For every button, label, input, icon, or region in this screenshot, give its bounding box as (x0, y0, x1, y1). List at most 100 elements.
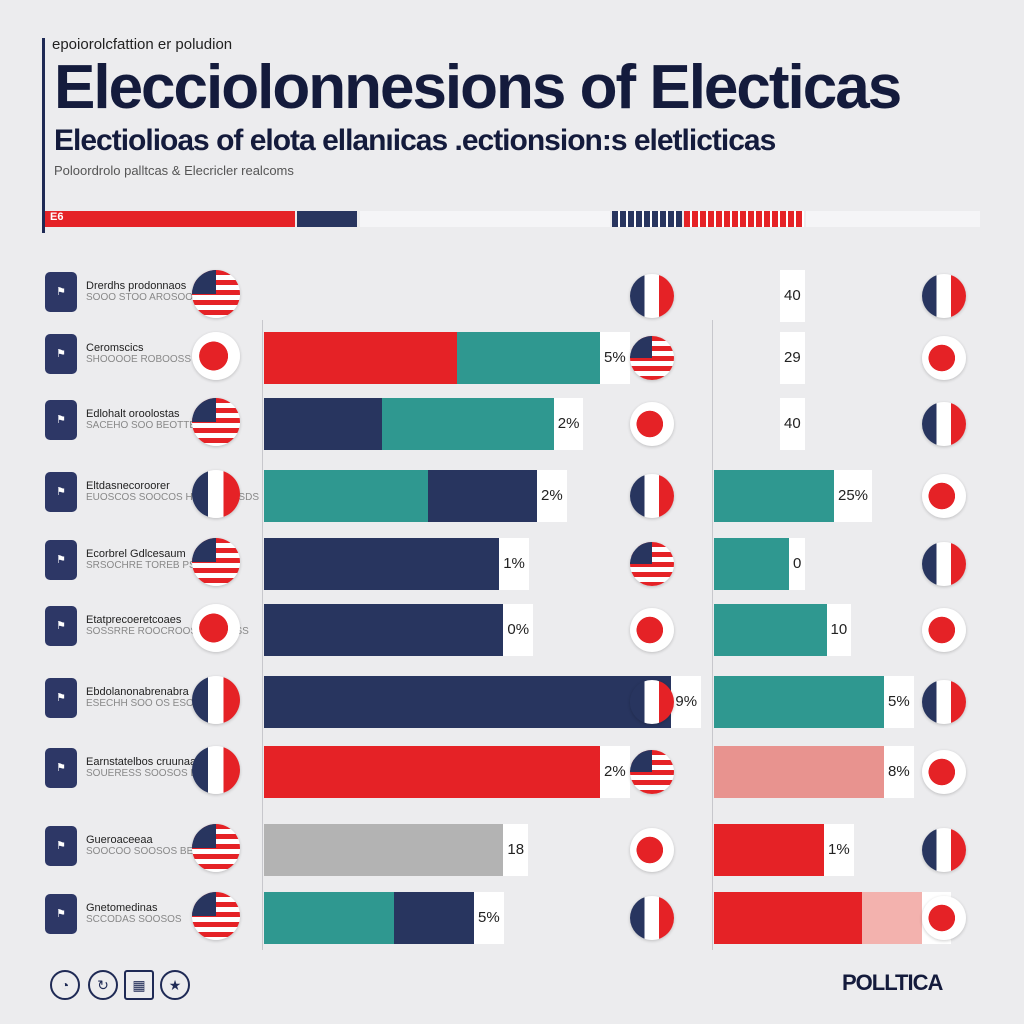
flag-usa-icon (192, 398, 240, 446)
flag-canton (630, 336, 652, 358)
header-rule (42, 38, 45, 233)
bar-label-left: 0% (503, 604, 534, 656)
bar-segment-right (714, 892, 862, 944)
header-strip-red (45, 211, 295, 227)
bar-label-left: 18 (503, 824, 529, 876)
bar-segment-right (714, 676, 884, 728)
kicker: epoiorolcfattion er poludion (52, 36, 233, 53)
row-sub: SCCODAS SOOSOS (86, 914, 182, 925)
country-badge-right (922, 474, 966, 518)
row-icon: ⚑ (45, 400, 77, 440)
row-name: Etatprecoeretcoaes (86, 614, 182, 626)
flag-red-icon (192, 332, 240, 380)
globe-icon: ◔ (50, 970, 80, 1000)
row-icon: ⚑ (45, 748, 77, 788)
bar-segment-right (714, 824, 824, 876)
country-badge-left (630, 828, 674, 872)
row-icon: ⚑ (45, 540, 77, 580)
bar-segment-left (427, 470, 537, 522)
row-sub: SACEHO SOO BEOTTESO SS (86, 420, 227, 431)
left-panel-axis (262, 320, 263, 950)
row-sub: SOSSRRE ROOCROOSE SSOOSS (86, 626, 249, 637)
country-badge-right (922, 608, 966, 652)
country-badge-right (922, 336, 966, 380)
flag-canton (192, 398, 216, 422)
bar-label-right: 5% (884, 676, 914, 728)
bar-segment-right (714, 604, 827, 656)
flag-france-icon (192, 470, 240, 518)
row-icon: ⚑ (45, 678, 77, 718)
bar-segment-left (264, 470, 428, 522)
bar-label-left: 2% (553, 398, 584, 450)
bar-segment-right (714, 746, 884, 798)
bar-label-left: 2% (537, 470, 567, 522)
row-sub: SOUERESS SOOSOS BRROSE (86, 768, 233, 779)
row-icon: ⚑ (45, 606, 77, 646)
page-title: Elecciolonnesions of Electicas (54, 53, 902, 122)
country-badge-right (922, 750, 966, 794)
bar-label-right: 25% (834, 470, 873, 522)
row-icon: ⚑ (45, 334, 77, 374)
row-name: Ceromscics (86, 342, 144, 354)
country-badge-left (630, 680, 674, 724)
row-name: Earnstatelbos cruunaats (86, 756, 205, 768)
row-sub: ESECHH SOO OS ESOOSO (86, 698, 217, 709)
country-badge-right (922, 542, 966, 586)
row-sub: SHOOOOE ROBOOSS SOOD (86, 354, 224, 365)
flag-canton (192, 824, 216, 848)
bar-label-right: 40 (780, 398, 805, 450)
country-badge-left (630, 608, 674, 652)
country-badge-left (630, 896, 674, 940)
country-badge-left (630, 474, 674, 518)
bar-label-left: 1% (499, 538, 529, 590)
flag-usa-icon (192, 892, 240, 940)
bar-segment-left (381, 398, 554, 450)
row-name: Ecorbrel Gdlcesaum (86, 548, 186, 560)
country-badge-right (922, 828, 966, 872)
bar-label-right: 8% (884, 746, 914, 798)
bar-label-right: 10 (826, 604, 852, 656)
bar-segment-left (264, 538, 500, 590)
row-sub: EUOSCOS SOOCOS HOCEO TOSDS (86, 492, 259, 503)
flag-canton (192, 270, 216, 294)
country-badge-right (922, 680, 966, 724)
bar-segment-left (264, 676, 672, 728)
flag-red-icon (192, 604, 240, 652)
row-sub: SRSOCHRE TOREB PSOOSO (86, 560, 226, 571)
building-icon: ▦ (124, 970, 154, 1000)
bar-label-right: 29 (780, 332, 805, 384)
country-badge-right (922, 274, 966, 318)
row-name: Edlohalt oroolostas (86, 408, 180, 420)
bar-label-left: 5% (474, 892, 504, 944)
bar-segment-right (861, 892, 922, 944)
brand-logo: POLLTICA (842, 970, 943, 995)
bar-segment-left (264, 892, 395, 944)
bar-segment-right (714, 538, 789, 590)
flag-usa-icon (192, 538, 240, 586)
bar-segment-left (264, 746, 600, 798)
country-badge-left (630, 336, 674, 380)
country-badge-left (630, 542, 674, 586)
header-strip-navy (297, 211, 357, 227)
bar-label-left: 5% (600, 332, 630, 384)
flag-canton (192, 538, 216, 562)
flag-usa-icon (192, 270, 240, 318)
row-sub: SOOCOO SOOSOS BEOOOO (86, 846, 225, 857)
country-badge-left (630, 750, 674, 794)
right-panel-axis (712, 320, 713, 950)
country-badge-left (630, 274, 674, 318)
country-badge-right (922, 896, 966, 940)
flag-canton (630, 750, 652, 772)
flag-canton (192, 892, 216, 916)
bar-segment-left (457, 332, 600, 384)
strip-label: E6 (50, 211, 64, 223)
country-badge-right (922, 402, 966, 446)
flag-usa-icon (192, 824, 240, 872)
bar-segment-left (264, 398, 382, 450)
row-sub: SOOO STOO AROSOO (86, 292, 194, 303)
header-strip-flag (612, 211, 682, 227)
flag-france-icon (192, 746, 240, 794)
flag-canton (630, 542, 652, 564)
row-icon: ⚑ (45, 472, 77, 512)
row-name: Ebdolanonabrenabra (86, 686, 189, 698)
